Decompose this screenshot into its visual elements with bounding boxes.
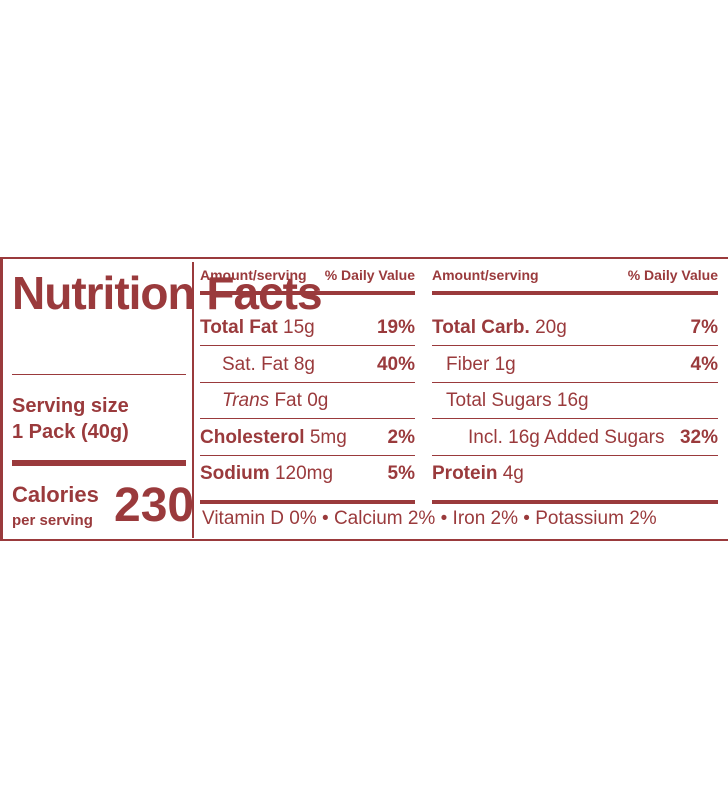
daily-value: 4% xyxy=(690,353,718,375)
nutrient-row: Sodium 120mg 5% xyxy=(200,462,415,486)
nutrient-name: Protein xyxy=(432,463,498,484)
divider xyxy=(200,345,415,346)
nutrient-row: Cholesterol 5mg 2% xyxy=(200,426,415,450)
divider xyxy=(200,454,415,456)
border xyxy=(0,539,728,541)
daily-value: 7% xyxy=(690,317,718,338)
header-dv: % Daily Value xyxy=(324,267,415,283)
nutrient-row: Trans Fat 0g xyxy=(222,389,415,413)
header-dv: % Daily Value xyxy=(627,267,718,283)
header-amount: Amount/serving xyxy=(200,267,307,283)
nutrient-name: Total Sugars xyxy=(446,390,552,411)
divider xyxy=(432,381,718,383)
daily-value: 2% xyxy=(387,426,415,448)
nutrient-amount: 16g xyxy=(556,390,589,411)
nutrient-name: Fat xyxy=(274,390,302,411)
nutrient-amount: 20g xyxy=(535,317,567,338)
nutrient-amount: 120mg xyxy=(274,463,334,484)
divider xyxy=(200,381,415,383)
nutrient-row: Total Fat 15g 19% xyxy=(200,316,415,340)
nutrient-name: Cholesterol xyxy=(200,426,305,448)
nutrient-amount: 4g xyxy=(502,463,524,484)
nutrient-amount: 15g xyxy=(283,317,315,338)
nutrient-prefix: Trans xyxy=(222,390,270,411)
nutrient-name: Fiber xyxy=(446,353,490,375)
divider xyxy=(200,500,415,504)
daily-value: 19% xyxy=(376,317,415,338)
divider xyxy=(200,291,415,295)
nutrient-row: Total Carb. 20g 7% xyxy=(432,316,718,340)
nutrient-row: Incl. 16g Added Sugars 32% xyxy=(468,426,718,450)
nutrient-name: Sodium xyxy=(200,463,270,484)
divider xyxy=(432,418,718,419)
border xyxy=(0,257,3,541)
daily-value: 32% xyxy=(679,426,718,448)
calories-value: 230 xyxy=(114,479,195,532)
calories-sublabel: per serving xyxy=(12,512,93,529)
micronutrients: Vitamin D 0% • Calcium 2% • Iron 2% • Po… xyxy=(202,508,657,529)
divider xyxy=(200,418,415,419)
nutrient-amount: 1g xyxy=(494,353,516,375)
divider xyxy=(432,454,718,456)
nutrient-row: Sat. Fat 8g 40% xyxy=(222,353,415,377)
divider xyxy=(432,500,718,504)
nutrient-row: Total Sugars 16g xyxy=(446,389,718,413)
nutrient-row: Fiber 1g 4% xyxy=(446,353,718,377)
nutrient-amount: 8g xyxy=(293,353,315,375)
nutrient-name: Sat. Fat xyxy=(222,353,289,375)
calories-label: Calories xyxy=(12,482,99,507)
serving-amount: 1 Pack (40g) xyxy=(12,421,129,443)
border xyxy=(0,257,728,259)
daily-value: 40% xyxy=(376,353,415,375)
divider xyxy=(12,374,186,375)
divider xyxy=(432,291,718,295)
nutrient-row: Protein 4g xyxy=(432,462,718,486)
nutrient-name: Incl. 16g Added Sugars xyxy=(468,426,665,448)
nutrient-name: Total Fat xyxy=(200,317,278,338)
daily-value: 5% xyxy=(387,463,415,484)
divider xyxy=(12,460,186,466)
nutrient-amount: 0g xyxy=(307,390,329,411)
serving-label: Serving size xyxy=(12,395,129,417)
nutrient-amount: 5mg xyxy=(309,426,347,448)
divider xyxy=(432,345,718,346)
nutrient-name: Total Carb. xyxy=(432,317,530,338)
divider xyxy=(192,262,194,538)
header-amount: Amount/serving xyxy=(432,267,539,283)
